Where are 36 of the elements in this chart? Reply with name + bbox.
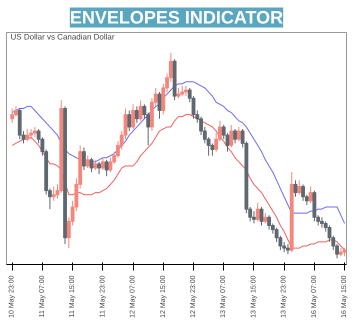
candlestick: [127, 110, 132, 132]
candlestick: [320, 216, 324, 228]
candlestick: [176, 87, 180, 99]
candlestick: [263, 212, 268, 224]
candlestick: [267, 214, 271, 230]
candlestick: [184, 85, 188, 97]
candlestick: [29, 128, 33, 140]
candlestick: [286, 243, 290, 255]
candlestick: [297, 180, 302, 196]
candlestick: [52, 186, 56, 202]
candlestick: [97, 161, 101, 175]
candlestick: [301, 184, 305, 202]
candlestick: [158, 92, 162, 120]
candlestick: [138, 100, 143, 122]
candlestick: [252, 210, 256, 224]
candlestick: [90, 157, 94, 173]
chart-title: ENVELOPES INDICATOR: [70, 8, 284, 28]
candlestick: [229, 124, 234, 148]
candlestick: [131, 104, 135, 130]
candlestick: [256, 202, 260, 222]
candlestick: [233, 128, 237, 144]
candlestick: [294, 180, 298, 198]
text: US Dollar vs Canadian Dollar: [10, 32, 115, 42]
candlestick: [93, 159, 98, 171]
candlestick: [104, 159, 109, 177]
candlestick: [134, 106, 139, 124]
candlestick: [32, 126, 37, 138]
candlestick: [86, 155, 90, 169]
candlestick: [82, 146, 86, 171]
candlestick: [236, 126, 241, 142]
candlestick: [100, 157, 105, 171]
candlestick: [260, 206, 264, 226]
candlestick: [25, 128, 30, 142]
candlestick: [10, 108, 14, 124]
candlestick: [308, 186, 313, 204]
candlestick: [180, 85, 184, 97]
